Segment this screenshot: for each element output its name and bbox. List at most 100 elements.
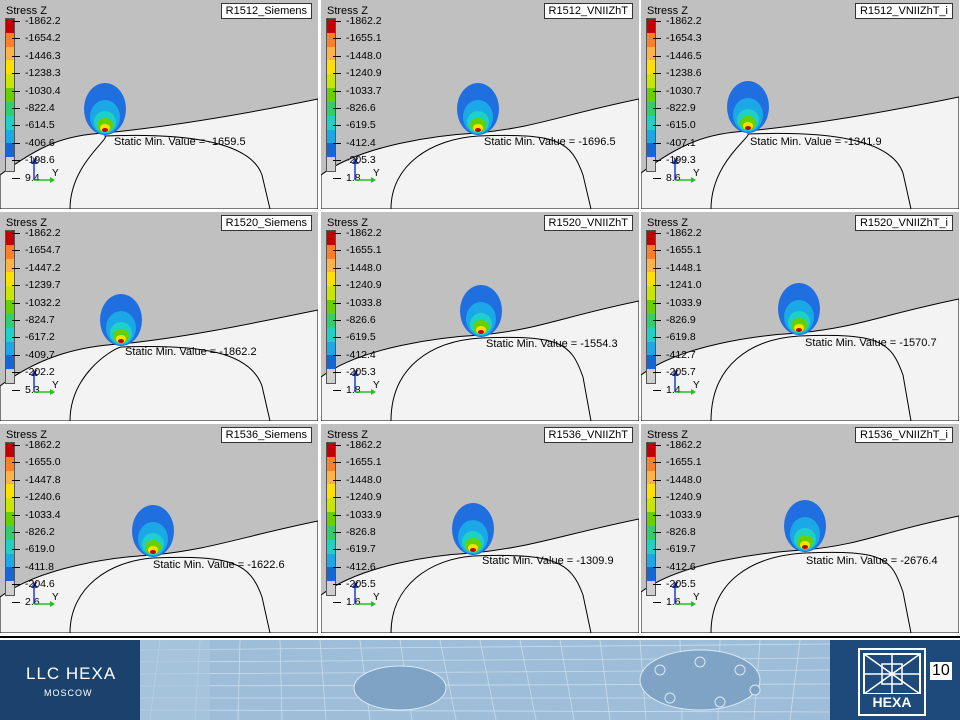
min-value-prefix: Static Min. Value = bbox=[153, 559, 245, 571]
legend-value: -826.2 bbox=[25, 525, 55, 538]
result-panel: Stress Z -1862.2 -1654.3 -1446.5 -1238.6 -103… bbox=[641, 0, 959, 209]
fe-model-view bbox=[641, 81, 959, 209]
legend-color-swatch bbox=[6, 525, 14, 540]
case-label: R1536_VNIIZhT bbox=[543, 427, 633, 443]
legend-value: -1240.9 bbox=[666, 491, 702, 504]
legend-value: -205.5 bbox=[666, 578, 696, 591]
legend-title: Stress Z bbox=[327, 429, 368, 441]
legend-color-swatch bbox=[647, 286, 655, 301]
legend-value: -1033.4 bbox=[25, 508, 61, 521]
legend-color-swatch bbox=[327, 19, 335, 33]
legend-color-swatch bbox=[327, 484, 335, 499]
case-label: R1520_VNIIZhT_i bbox=[854, 215, 953, 231]
legend-value: -1654.2 bbox=[25, 32, 61, 45]
legend-color-swatch bbox=[327, 258, 335, 273]
legend-color-swatch bbox=[6, 470, 14, 485]
legend-value: -826.9 bbox=[666, 313, 696, 326]
legend-color-swatch bbox=[327, 231, 335, 245]
legend-value: 2.6 bbox=[25, 595, 40, 608]
legend-color-swatch bbox=[327, 300, 335, 314]
case-label: R1512_Siemens bbox=[220, 3, 312, 19]
fe-model-view bbox=[321, 285, 639, 421]
legend-value: 1.6 bbox=[346, 595, 361, 608]
legend-value: -1241.0 bbox=[666, 279, 702, 292]
legend-color-swatch bbox=[327, 512, 335, 526]
static-min-value: Static Min. Value = -2676.4 bbox=[806, 555, 938, 567]
axis-x-label: X bbox=[673, 580, 680, 590]
legend-color-swatch bbox=[647, 369, 655, 383]
legend-title: Stress Z bbox=[647, 429, 688, 441]
legend-colorbar bbox=[5, 230, 15, 384]
legend-value: 8.6 bbox=[666, 171, 681, 184]
page-number: 10 bbox=[930, 662, 952, 680]
footer-banner: LLC HEXA MOSCOW bbox=[0, 636, 960, 720]
legend-value: -1240.9 bbox=[346, 491, 382, 504]
legend-color-swatch bbox=[647, 498, 655, 513]
axes-arrows-icon bbox=[672, 582, 696, 607]
legend-title: Stress Z bbox=[6, 217, 47, 229]
axes-arrows-icon bbox=[31, 370, 55, 395]
fe-model-view bbox=[321, 83, 639, 209]
legend-color-swatch bbox=[647, 244, 655, 259]
legend-color-swatch bbox=[6, 88, 14, 102]
legend-value: -1033.8 bbox=[346, 296, 382, 309]
legend-value: -1862.2 bbox=[25, 15, 61, 27]
axis-x-label: X bbox=[32, 580, 39, 590]
legend-color-swatch bbox=[6, 553, 14, 568]
axis-y-label: Y bbox=[373, 168, 380, 179]
legend-color-swatch bbox=[6, 539, 14, 554]
legend-color-swatch bbox=[647, 341, 655, 356]
legend-color-swatch bbox=[6, 443, 14, 457]
legend-color-swatch bbox=[6, 512, 14, 526]
axis-x-label: X bbox=[673, 368, 680, 378]
legend-value: -619.7 bbox=[346, 543, 376, 556]
legend-color-swatch bbox=[6, 300, 14, 314]
min-value-number: -1309.9 bbox=[576, 555, 614, 567]
legend-value: -1862.2 bbox=[666, 227, 702, 239]
legend-title: Stress Z bbox=[6, 5, 47, 17]
fe-mesh-image bbox=[140, 640, 830, 720]
legend-color-swatch bbox=[327, 313, 335, 328]
legend-value: -617.2 bbox=[25, 331, 55, 344]
legend-value: -826.8 bbox=[346, 525, 376, 538]
result-panel: Stress Z -1862.2 -1654.7 -1447.2 -1239.7 -103… bbox=[0, 212, 318, 421]
legend-color-swatch bbox=[647, 32, 655, 47]
fe-model-view bbox=[0, 294, 318, 421]
legend-color-swatch bbox=[6, 101, 14, 116]
legend-value: -1655.1 bbox=[666, 244, 702, 257]
min-value-prefix: Static Min. Value = bbox=[750, 136, 842, 148]
legend-value: -619.0 bbox=[25, 543, 55, 556]
legend-color-swatch bbox=[6, 456, 14, 471]
legend-color-swatch bbox=[647, 512, 655, 526]
legend-value: -619.8 bbox=[666, 331, 696, 344]
min-value-prefix: Static Min. Value = bbox=[484, 136, 576, 148]
axis-x-label: X bbox=[353, 580, 360, 590]
legend-color-swatch bbox=[6, 244, 14, 259]
legend-title: Stress Z bbox=[327, 217, 368, 229]
legend-value: -1654.3 bbox=[666, 32, 702, 45]
legend-value: -1238.6 bbox=[666, 67, 702, 80]
case-label: R1536_Siemens bbox=[220, 427, 312, 443]
result-panel: Stress Z -1862.2 -1654.2 -1446.3 -1238.3 -103… bbox=[0, 0, 318, 209]
legend-color-swatch bbox=[647, 129, 655, 144]
legend-color-swatch bbox=[327, 74, 335, 89]
legend-color-swatch bbox=[647, 272, 655, 287]
legend-value: -412.6 bbox=[346, 560, 376, 573]
legend-color-swatch bbox=[6, 60, 14, 75]
min-value-number: -1554.3 bbox=[580, 338, 618, 350]
legend-colorbar bbox=[5, 442, 15, 596]
legend-color-swatch bbox=[327, 327, 335, 342]
legend-color-swatch bbox=[327, 129, 335, 144]
legend-color-swatch bbox=[327, 272, 335, 287]
legend-color-swatch bbox=[327, 581, 335, 595]
legend-colorbar bbox=[5, 18, 15, 172]
result-panel: Stress Z -1862.2 -1655.1 -1448.0 -1240.9 -103… bbox=[321, 212, 639, 421]
legend-color-swatch bbox=[6, 143, 14, 158]
legend-value: -822.4 bbox=[25, 101, 55, 114]
legend-color-swatch bbox=[647, 484, 655, 499]
static-min-value: Static Min. Value = -1659.5 bbox=[114, 136, 246, 148]
